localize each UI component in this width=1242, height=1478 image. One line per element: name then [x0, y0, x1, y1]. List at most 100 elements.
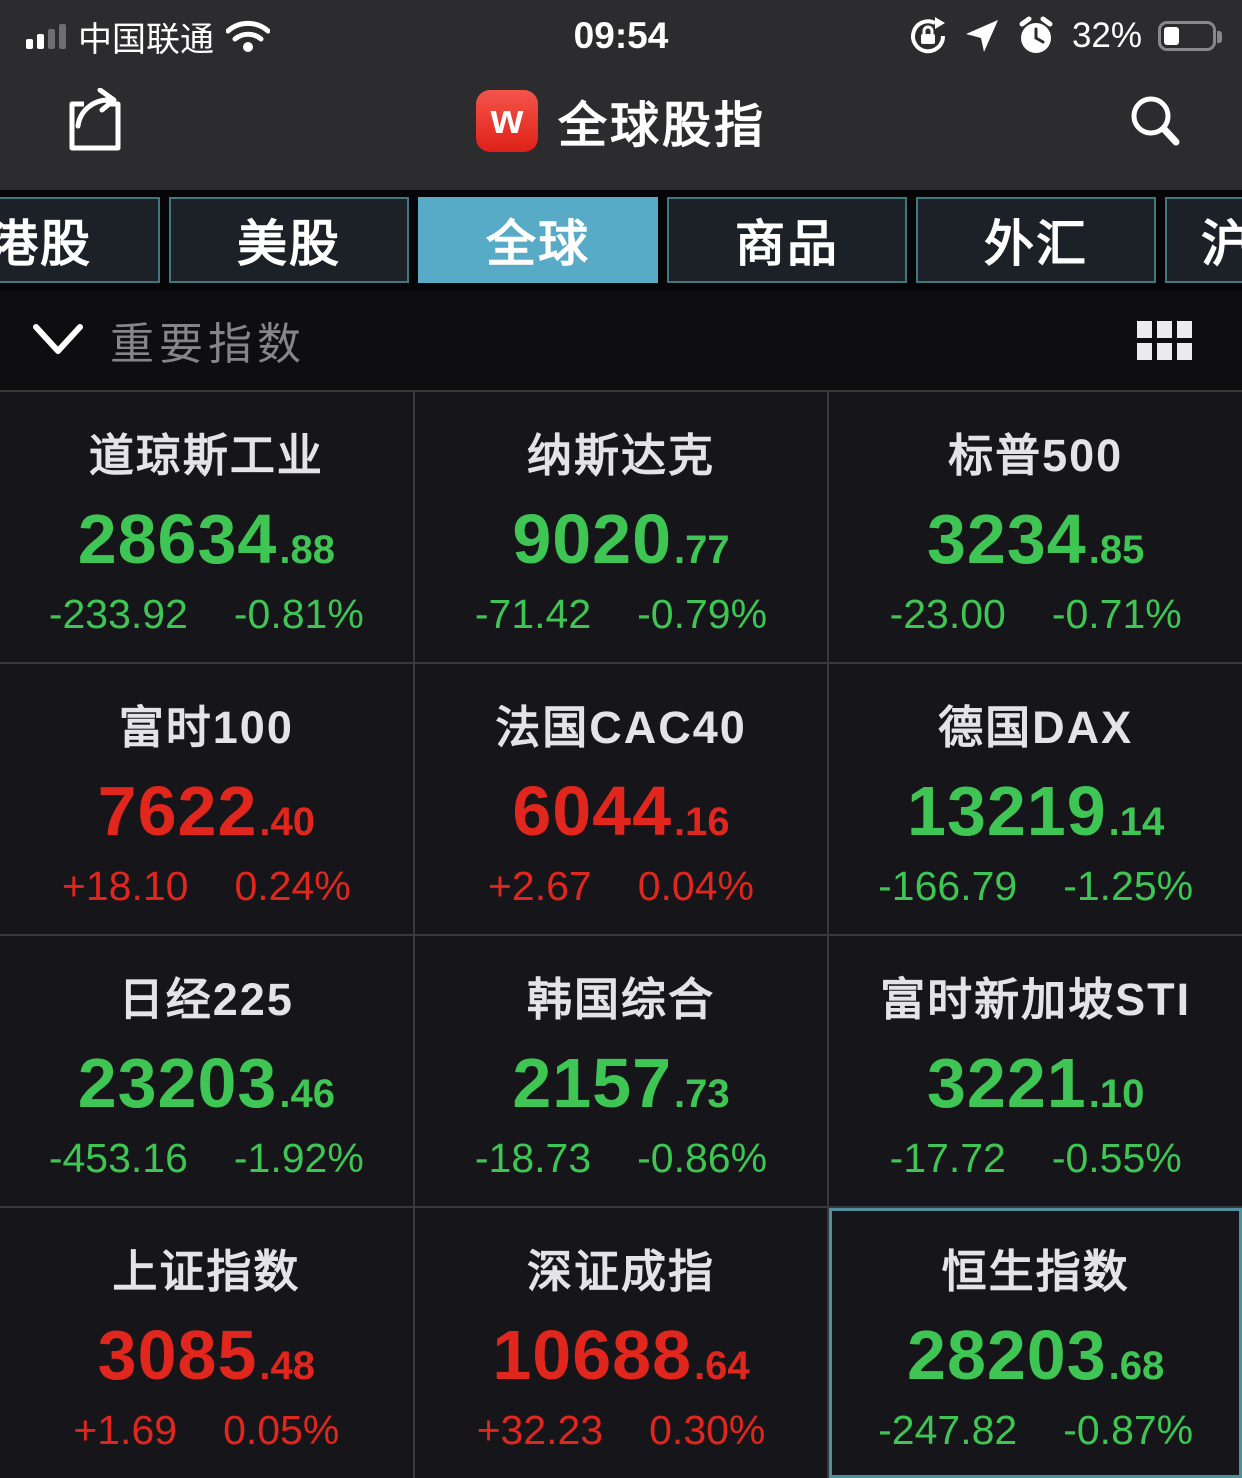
tab-commodities[interactable]: 商品 — [667, 197, 907, 283]
index-value-dec: .64 — [694, 1344, 750, 1388]
wifi-icon — [226, 19, 270, 53]
index-value-int: 2157 — [512, 1044, 673, 1122]
top-chrome: 中国联通 09:54 — [0, 0, 1242, 190]
index-value: 6044 .16 — [512, 776, 729, 846]
index-change-row: +1.69 0.05% — [73, 1410, 339, 1451]
index-card[interactable]: 道琼斯工业 28634 .88 -233.92 -0.81% — [0, 392, 413, 662]
battery-icon — [1158, 21, 1222, 51]
index-value: 2157 .73 — [512, 1048, 729, 1118]
alarm-icon — [1016, 16, 1056, 56]
index-change: -166.79 — [878, 863, 1018, 909]
index-change-pct: -1.92% — [233, 1135, 364, 1181]
index-value-int: 3085 — [97, 1316, 258, 1394]
app-header: w 全球股指 — [0, 62, 1242, 180]
index-value-dec: .73 — [674, 1072, 730, 1116]
page-title: 全球股指 — [557, 98, 766, 153]
index-value: 3085 .48 — [98, 1320, 315, 1390]
index-card[interactable]: 恒生指数 28203 .68 -247.82 -0.87% — [829, 1208, 1242, 1478]
index-change: -247.82 — [878, 1407, 1018, 1453]
index-value-dec: .46 — [279, 1072, 335, 1116]
index-card[interactable]: 富时100 7622 .40 +18.10 0.24% — [0, 664, 413, 934]
tab-hk-stocks[interactable]: 港股 — [0, 197, 160, 283]
index-value: 9020 .77 — [512, 504, 729, 574]
index-change: +1.69 — [73, 1407, 178, 1453]
index-change-row: -247.82 -0.87% — [878, 1410, 1193, 1451]
index-change: -453.16 — [48, 1135, 188, 1181]
index-value: 28634 .88 — [78, 504, 335, 574]
index-card[interactable]: 深证成指 10688 .64 +32.23 0.30% — [414, 1208, 828, 1478]
tab-us-stocks[interactable]: 美股 — [169, 197, 409, 283]
index-name: 深证成指 — [526, 1246, 715, 1297]
index-value-dec: .85 — [1088, 528, 1145, 572]
tab-global[interactable]: 全球 — [418, 197, 658, 283]
index-change-pct: -0.55% — [1051, 1135, 1182, 1181]
index-value-int: 9020 — [512, 500, 673, 578]
index-value-dec: .16 — [674, 800, 730, 844]
index-name: 韩国综合 — [526, 974, 715, 1025]
index-value: 10688 .64 — [492, 1320, 749, 1390]
index-change: -233.92 — [48, 591, 188, 637]
chevron-down-icon[interactable] — [32, 323, 84, 357]
index-value: 23203 .46 — [78, 1048, 335, 1118]
index-change-pct: 0.24% — [234, 863, 351, 909]
tab-forex[interactable]: 外汇 — [916, 197, 1156, 283]
index-value-dec: .14 — [1108, 800, 1165, 844]
tab-cn-stocks[interactable]: 沪深 — [1165, 197, 1242, 283]
index-change: -71.42 — [474, 591, 592, 637]
index-card[interactable]: 标普500 3234 .85 -23.00 -0.71% — [829, 392, 1242, 662]
battery-percent: 32% — [1071, 16, 1142, 55]
index-change-pct: 0.04% — [637, 863, 754, 909]
index-card[interactable]: 上证指数 3085 .48 +1.69 0.05% — [0, 1208, 413, 1478]
index-change-row: +32.23 0.30% — [477, 1410, 766, 1451]
index-change-row: -18.73 -0.86% — [475, 1138, 767, 1179]
index-name: 德国DAX — [938, 702, 1134, 753]
index-value-int: 3221 — [926, 1044, 1087, 1122]
index-change-row: -233.92 -0.81% — [49, 594, 364, 635]
index-value-dec: .68 — [1108, 1344, 1165, 1388]
index-value-int: 3234 — [926, 500, 1087, 578]
index-value-int: 10688 — [492, 1316, 693, 1394]
index-change-row: +18.10 0.24% — [62, 866, 351, 907]
index-value-int: 28203 — [907, 1316, 1107, 1394]
index-change-pct: -1.25% — [1063, 863, 1194, 909]
index-value-int: 23203 — [77, 1044, 278, 1122]
market-tabbar: 港股 美股 全球 商品 外汇 沪深 — [0, 190, 1242, 290]
index-change-pct: -0.71% — [1051, 591, 1182, 637]
index-name: 法国CAC40 — [495, 702, 747, 753]
carrier-label: 中国联通 — [78, 20, 214, 59]
index-change: -17.72 — [889, 1135, 1006, 1181]
index-card[interactable]: 法国CAC40 6044 .16 +2.67 0.04% — [414, 664, 828, 934]
cell-signal-icon — [26, 23, 66, 49]
tabs-row: 港股 美股 全球 商品 外汇 沪深 — [0, 197, 1242, 283]
index-change-row: -23.00 -0.71% — [890, 594, 1182, 635]
index-name: 恒生指数 — [941, 1246, 1130, 1297]
index-value: 3234 .85 — [927, 504, 1144, 574]
index-value: 28203 .68 — [907, 1320, 1164, 1390]
index-name: 富时100 — [118, 702, 294, 753]
section-header: 重要指数 — [0, 290, 1242, 390]
index-value-dec: .40 — [259, 800, 315, 844]
search-icon[interactable] — [1126, 92, 1184, 150]
wind-logo: w — [475, 90, 538, 152]
index-card[interactable]: 日经225 23203 .46 -453.16 -1.92% — [0, 936, 413, 1206]
title-group: w 全球股指 — [0, 86, 1242, 157]
index-card[interactable]: 德国DAX 13219 .14 -166.79 -1.25% — [829, 664, 1242, 934]
index-card[interactable]: 富时新加坡STI 3221 .10 -17.72 -0.55% — [829, 936, 1242, 1206]
index-value-int: 7622 — [97, 772, 258, 850]
index-card[interactable]: 纳斯达克 9020 .77 -71.42 -0.79% — [414, 392, 828, 662]
share-icon[interactable] — [64, 88, 126, 154]
grid-view-icon[interactable] — [1137, 320, 1192, 360]
index-change: -18.73 — [474, 1135, 592, 1181]
index-value-dec: .88 — [279, 528, 335, 572]
index-value-dec: .10 — [1088, 1072, 1145, 1116]
index-change: +32.23 — [476, 1407, 604, 1453]
status-left: 中国联通 — [26, 12, 270, 61]
index-value: 3221 .10 — [927, 1048, 1144, 1118]
index-name: 道琼斯工业 — [88, 430, 324, 481]
index-change-pct: 0.30% — [649, 1407, 766, 1453]
index-name: 上证指数 — [112, 1246, 301, 1297]
index-change-pct: -0.86% — [637, 1135, 768, 1181]
index-name: 日经225 — [118, 974, 294, 1025]
index-card[interactable]: 韩国综合 2157 .73 -18.73 -0.86% — [414, 936, 828, 1206]
index-change-row: -453.16 -1.92% — [49, 1138, 364, 1179]
